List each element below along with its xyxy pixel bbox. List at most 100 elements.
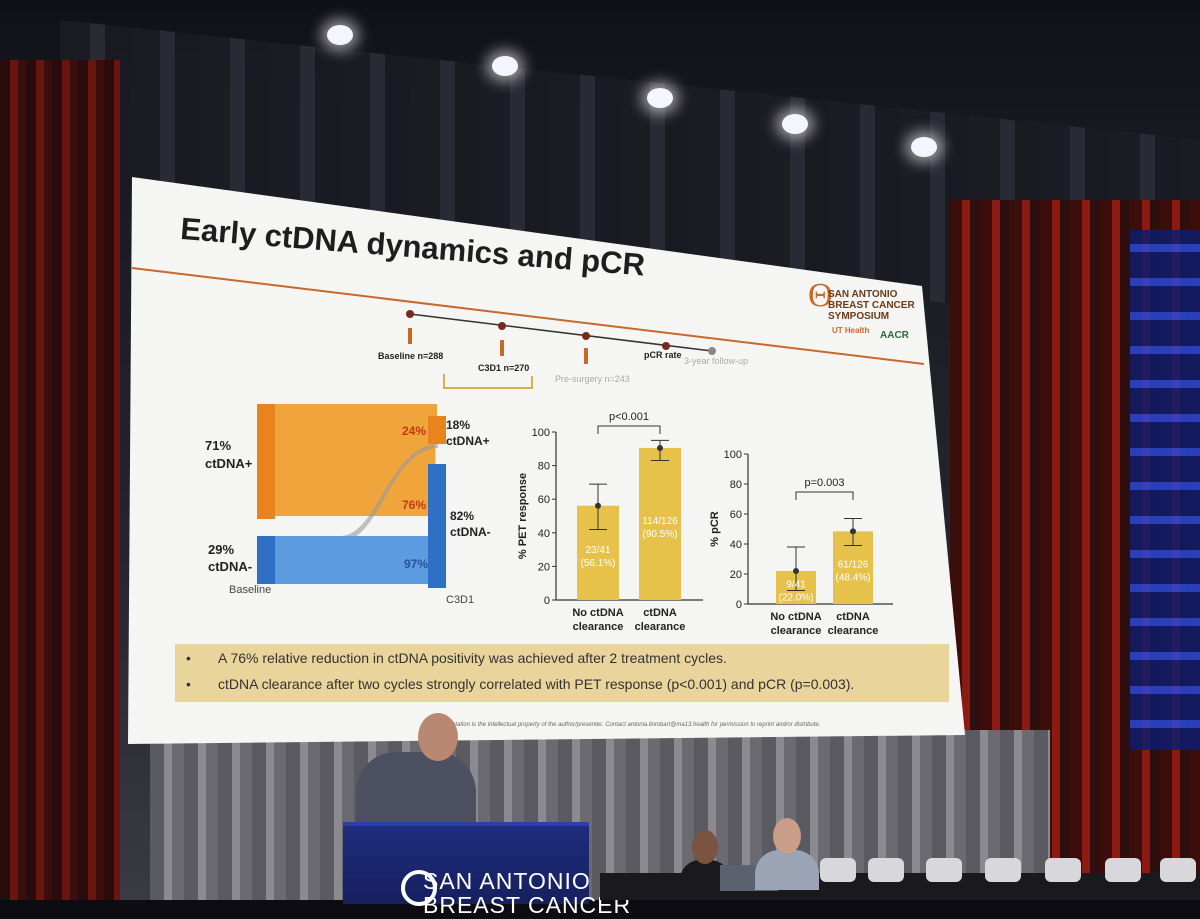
sankey-c3d1-label: C3D1	[446, 594, 475, 606]
timeline-label: C3D1 n=270	[478, 363, 530, 373]
x-tick-label: ctDNA	[836, 611, 870, 623]
data-point	[657, 444, 663, 451]
timeline-label: 3-year follow-up	[684, 356, 749, 366]
y-tick-label: 20	[538, 561, 550, 573]
sankey-right-top-pct: 18%	[446, 418, 471, 432]
tube-icon	[584, 348, 588, 364]
stage-light	[327, 25, 353, 45]
stage-light	[911, 137, 937, 157]
x-tick-label: ctDNA	[643, 607, 677, 619]
data-point	[850, 528, 856, 535]
y-tick-label: 0	[544, 595, 550, 607]
logo-text: SAN ANTONIO BREAST CANCER SYMPOSIUM	[828, 289, 915, 322]
timeline-bracket	[443, 374, 533, 389]
sankey-left-top-label: ctDNA+	[205, 456, 253, 471]
slide: Early ctDNA dynamics and pCR Θ Baseline …	[128, 176, 968, 746]
aacr-logo: AACR	[880, 330, 909, 341]
logo-icon: Θ	[808, 277, 833, 314]
sankey-flow-label: 76%	[402, 498, 427, 512]
timeline-dot	[662, 342, 670, 350]
x-tick-label: No ctDNA	[572, 607, 623, 619]
sankey-flow-positive-negative	[257, 431, 436, 516]
data-label: 9/41	[786, 580, 806, 591]
data-label: (22.0%)	[778, 593, 813, 604]
data-label: (56.1%)	[580, 558, 615, 569]
sankey-bar-c3d1-positive	[428, 416, 446, 444]
sankey-bar-baseline-positive	[257, 404, 275, 519]
bullet-text: ctDNA clearance after two cycles strongl…	[218, 676, 855, 692]
podium-text: SAN ANTONIO	[423, 868, 591, 894]
data-point	[793, 568, 799, 574]
bullet-text: A 76% relative reduction in ctDNA positi…	[218, 650, 727, 666]
tube-icon	[408, 328, 412, 344]
y-tick-label: 80	[538, 461, 550, 473]
y-axis-label: % PET response	[517, 473, 529, 559]
sankey-flow-negative-negative	[257, 536, 437, 584]
x-tick-label: clearance	[771, 625, 822, 637]
p-value-label: p<0.001	[609, 411, 649, 423]
chair	[1160, 858, 1196, 882]
panelist-body	[755, 850, 819, 890]
bullet-marker: •	[186, 650, 191, 666]
y-tick-label: 60	[538, 494, 550, 506]
left-curtain	[0, 60, 120, 900]
title-underline	[131, 267, 925, 365]
stage-light	[492, 56, 518, 76]
sankey-bar-c3d1-negative	[428, 464, 446, 588]
sankey-right-bottom-pct: 82%	[450, 509, 475, 523]
y-tick-label: 80	[730, 479, 742, 491]
slide-footer: This presentation is the intellectual pr…	[424, 722, 821, 728]
podium-logo-icon	[401, 870, 437, 906]
significance-bracket	[795, 491, 854, 500]
bullet-box	[175, 644, 949, 702]
sankey-left-top-pct: 71%	[205, 438, 232, 453]
y-tick-label: 20	[730, 569, 742, 581]
stage-light	[782, 114, 808, 134]
x-tick-label: clearance	[635, 621, 686, 633]
y-tick-label: 40	[730, 539, 742, 551]
y-tick-label: 0	[736, 599, 742, 611]
logo-line: SAN ANTONIO	[828, 289, 898, 300]
sankey-flow-label: 24%	[402, 424, 427, 438]
x-tick-label: No ctDNA	[770, 611, 821, 623]
data-point	[595, 502, 601, 509]
sankey-left-bottom-pct: 29%	[208, 542, 235, 557]
sankey-left-bottom-label: ctDNA-	[208, 559, 253, 574]
chair	[926, 858, 962, 882]
sankey-baseline-label: Baseline	[229, 584, 272, 596]
right-blue-lighting	[1130, 230, 1200, 750]
data-label: (48.4%)	[835, 573, 870, 584]
sankey-right-top-label: ctDNA+	[446, 434, 490, 448]
y-tick-label: 100	[532, 427, 550, 439]
timeline-line	[409, 313, 713, 352]
chair	[1105, 858, 1141, 882]
panelist-head	[692, 830, 718, 864]
timeline-dot	[708, 347, 716, 355]
speaker-head	[418, 713, 458, 761]
sankey-right-bottom-label: ctDNA-	[450, 525, 491, 539]
logo-line: SYMPOSIUM	[828, 311, 890, 322]
pet-response-chart: 0 20 40 60 80 100 % PET response 23/41 (56.1%) No…	[517, 411, 703, 633]
p-value-label: p=0.003	[804, 477, 844, 489]
speaker-body	[356, 752, 476, 832]
timeline-dot	[582, 332, 590, 340]
tube-icon	[500, 340, 504, 356]
data-label: (90.5%)	[642, 529, 677, 540]
x-tick-label: clearance	[828, 625, 879, 637]
stage-light	[647, 88, 673, 108]
y-tick-label: 100	[724, 449, 742, 461]
chair	[985, 858, 1021, 882]
ut-health-logo: UT Health	[832, 326, 870, 335]
bar	[639, 447, 681, 600]
timeline-label: pCR rate	[644, 350, 682, 360]
podium: SAN ANTONIO BREAST CANCER	[343, 822, 630, 918]
bullet-marker: •	[186, 676, 191, 692]
data-label: 114/126	[642, 516, 678, 527]
y-tick-label: 40	[538, 528, 550, 540]
logo-line: BREAST CANCER	[828, 300, 915, 311]
chair	[820, 858, 856, 882]
panelist-head	[773, 818, 801, 854]
chair	[1045, 858, 1081, 882]
chair	[868, 858, 904, 882]
timeline-dot	[406, 310, 414, 318]
